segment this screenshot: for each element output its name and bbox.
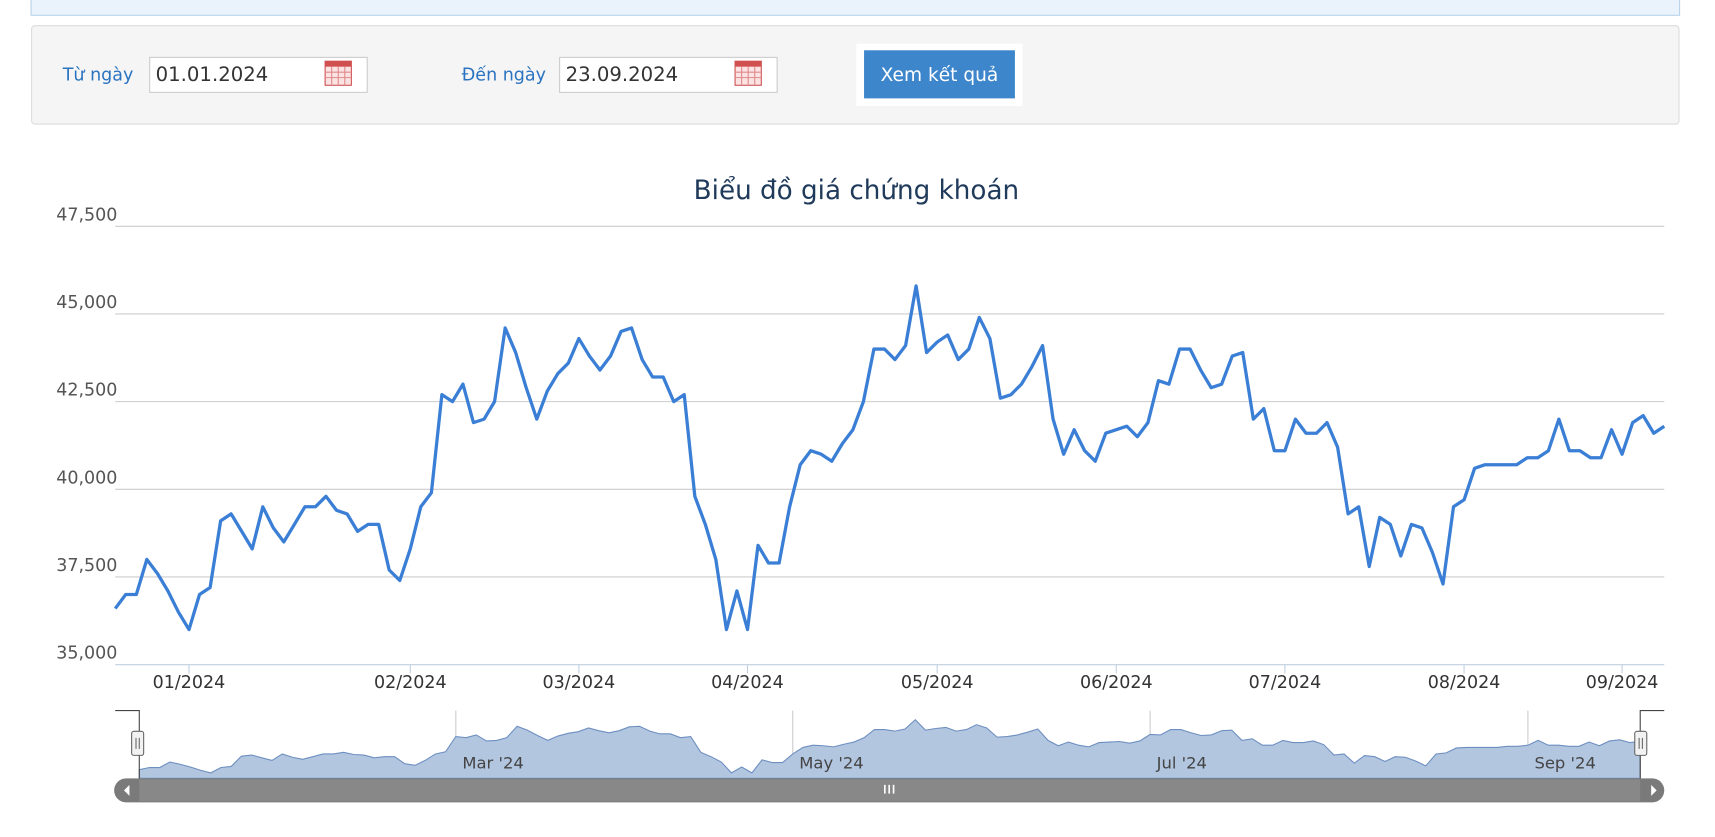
navigator-label: Sep '24 — [1534, 754, 1595, 773]
button-bg[interactable] — [864, 50, 1015, 99]
handle-grip — [135, 737, 140, 749]
x-tick-label: 02/2024 — [374, 673, 447, 693]
to-value: 23.09.2024 — [566, 63, 679, 86]
calendar-icon[interactable] — [734, 60, 762, 86]
x-tick-label: 09/2024 — [1586, 673, 1659, 693]
x-tick-label: 06/2024 — [1080, 673, 1153, 693]
x-tick-label: 08/2024 — [1428, 673, 1501, 693]
y-tick-label: 42,500 — [56, 381, 117, 401]
scroll-left[interactable] — [123, 784, 130, 796]
x-tick-label: 05/2024 — [901, 673, 974, 693]
scrollbar-grip — [884, 784, 895, 794]
navigator-label: Mar '24 — [462, 754, 523, 773]
navigator-handle[interactable] — [1634, 730, 1648, 756]
submit-button[interactable]: Xem kết quả — [864, 50, 1015, 99]
navigator-label: May '24 — [799, 754, 863, 773]
to-label: Đến ngày — [462, 64, 546, 85]
navigator-label: Jul '24 — [1156, 754, 1207, 773]
y-tick-label: 47,500 — [56, 205, 117, 225]
button-label[interactable]: Xem kết quả — [881, 64, 999, 86]
y-tick-label: 35,000 — [56, 644, 117, 664]
scroll-right[interactable] — [1651, 784, 1657, 796]
chart-title: Biểu đồ giá chứng khoán — [694, 175, 1019, 206]
calendar-icon[interactable] — [324, 60, 352, 86]
filter-panel — [31, 25, 1680, 125]
x-tick-label: 01/2024 — [153, 673, 226, 693]
navigator-area — [138, 718, 1641, 779]
y-tick-label: 40,000 — [56, 468, 117, 488]
x-tick-label: 03/2024 — [543, 673, 616, 693]
navigator-handle[interactable] — [131, 730, 145, 756]
x-tick-label: 07/2024 — [1249, 673, 1322, 693]
from-value: 01.01.2024 — [156, 63, 269, 86]
from-label: Từ ngày — [62, 65, 134, 85]
price-line — [113, 284, 1666, 632]
notice-bar — [30, 0, 1681, 16]
y-tick-label: 45,000 — [56, 293, 117, 313]
x-tick-label: 04/2024 — [711, 673, 784, 693]
y-tick-label: 37,500 — [56, 556, 117, 576]
handle-grip — [1638, 737, 1643, 749]
